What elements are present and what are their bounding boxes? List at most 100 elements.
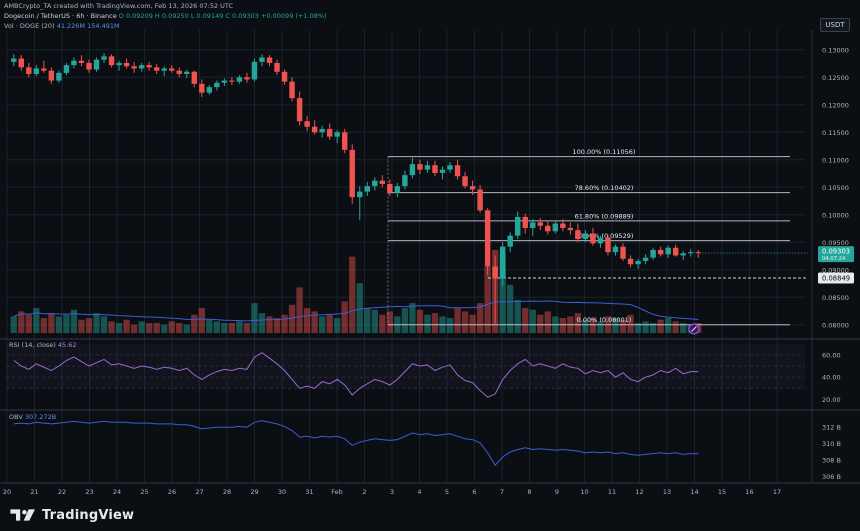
- time-axis-tick: 2: [362, 488, 366, 496]
- fib-level-label: 100.00% (0.11056): [573, 148, 636, 156]
- volume-bar: [258, 313, 266, 333]
- candle-body: [221, 80, 228, 83]
- candle-body: [251, 61, 258, 80]
- rsi-band: [6, 343, 805, 389]
- candle-body: [41, 68, 47, 71]
- volume-bar: [100, 316, 108, 333]
- rsi-pane: 60.00 40.00 20.00: [13, 351, 841, 404]
- candle-body: [379, 180, 386, 184]
- time-axis-tick: 29: [250, 488, 258, 496]
- price-axis-tick: 0.08500: [822, 294, 849, 302]
- volume-bar: [266, 316, 273, 333]
- time-axis-tick: Feb: [331, 488, 343, 496]
- candle-body: [123, 62, 130, 67]
- volume-bar: [130, 324, 138, 333]
- time-axis-tick: 21: [30, 488, 38, 496]
- volume-ma-line: [13, 300, 699, 322]
- fibonacci-retracement[interactable]: 100.00% (0.11056) 78.60% (0.10402) 61.80% …: [387, 148, 808, 326]
- candle-body: [575, 230, 581, 239]
- candle-body: [319, 128, 325, 133]
- candle-body: [642, 257, 649, 261]
- candle-body: [296, 98, 303, 122]
- candle-body: [153, 67, 160, 71]
- candle-body: [545, 225, 551, 232]
- candle-body: [184, 71, 190, 74]
- volume-bar: [431, 313, 439, 333]
- tradingview-brand[interactable]: TradingView: [10, 505, 134, 525]
- candle-body: [567, 227, 574, 231]
- support-price-tag: [818, 272, 854, 284]
- time-axis-tick: 7: [500, 488, 504, 496]
- volume-bar: [582, 319, 589, 333]
- volume-bar: [612, 318, 619, 333]
- candle-body: [138, 65, 145, 69]
- candle-body: [424, 165, 431, 170]
- fib-level-label: 0.00% (0.08001): [577, 316, 632, 324]
- volume-bar: [514, 299, 521, 333]
- candle-body: [454, 165, 461, 177]
- time-axis-tick: 30: [278, 488, 286, 496]
- time-axis-tick: 5: [445, 488, 449, 496]
- volume-bar: [349, 256, 356, 333]
- pane-separators[interactable]: [0, 30, 860, 484]
- time-axis-tick: 14: [690, 488, 698, 496]
- volume-bar: [176, 323, 183, 333]
- volume-bar: [85, 318, 93, 333]
- price-axis-tick: 0.09000: [822, 266, 849, 274]
- volume-bar: [115, 323, 123, 333]
- currency-selector[interactable]: USDT: [820, 18, 850, 32]
- obv-axis-tick: 310 B: [822, 440, 841, 448]
- candle-body: [627, 258, 634, 265]
- candle-body: [530, 222, 536, 228]
- candle-body: [131, 66, 137, 69]
- fib-level-label: 78.60% (0.10402): [575, 184, 634, 192]
- volume-bar: [589, 318, 597, 333]
- volume-bar: [198, 308, 205, 333]
- candle-body: [364, 186, 370, 192]
- time-axis[interactable]: 20 21 22 23 24 25 26 27 28 29 30 31 Feb 2 3 4 5 6 7 8 9 10 11 1…: [3, 488, 781, 496]
- candle-body: [492, 266, 498, 279]
- volume-bar: [386, 311, 394, 333]
- volume-bar: [228, 323, 236, 333]
- price-axis-tick: 0.10000: [822, 211, 849, 219]
- volume-bar: [334, 318, 341, 333]
- obv-pane: 312 B 310 B 308 B 306 B: [13, 420, 841, 481]
- volume-bar: [63, 314, 70, 333]
- candle-body: [612, 246, 619, 253]
- obv-axis-tick: 306 B: [822, 473, 841, 481]
- price-axis-tick: 0.11500: [822, 129, 849, 137]
- candle-body: [688, 252, 694, 254]
- volume-bar: [341, 301, 348, 333]
- price-axis-tick: 0.10500: [822, 184, 849, 192]
- time-axis-tick: 17: [773, 488, 781, 496]
- price-axis-tick: 0.13000: [822, 46, 849, 54]
- candle-body: [86, 62, 92, 70]
- volume-bar: [461, 311, 469, 333]
- candle-body: [56, 72, 62, 81]
- candlestick-series: [11, 53, 808, 324]
- volume-bar: [619, 319, 627, 333]
- candle-body: [672, 247, 679, 256]
- volume-bar: [123, 319, 130, 333]
- candle-body: [417, 164, 423, 170]
- brand-name: TradingView: [42, 507, 135, 523]
- candle-body: [605, 237, 611, 253]
- candle-body: [582, 233, 589, 239]
- candle-body: [657, 249, 664, 255]
- candle-body: [650, 249, 656, 258]
- volume-bar: [318, 316, 326, 333]
- rsi-label: RSI (14, close): [9, 341, 56, 349]
- time-axis-tick: 8: [527, 488, 531, 496]
- volume-bar: [409, 303, 416, 333]
- support-price-value: 0.08849: [822, 275, 850, 283]
- price-axis[interactable]: 0.13000 0.12500 0.12000 0.11500 0.11000 0.105…: [818, 46, 854, 329]
- volume-bar: [40, 318, 48, 333]
- time-axis-tick: 13: [663, 488, 671, 496]
- volume-bar: [522, 308, 529, 333]
- volume-bar: [529, 309, 536, 333]
- candle-body: [78, 60, 85, 63]
- volume-bar: [206, 319, 213, 333]
- obv-value: 307.272B: [24, 413, 57, 421]
